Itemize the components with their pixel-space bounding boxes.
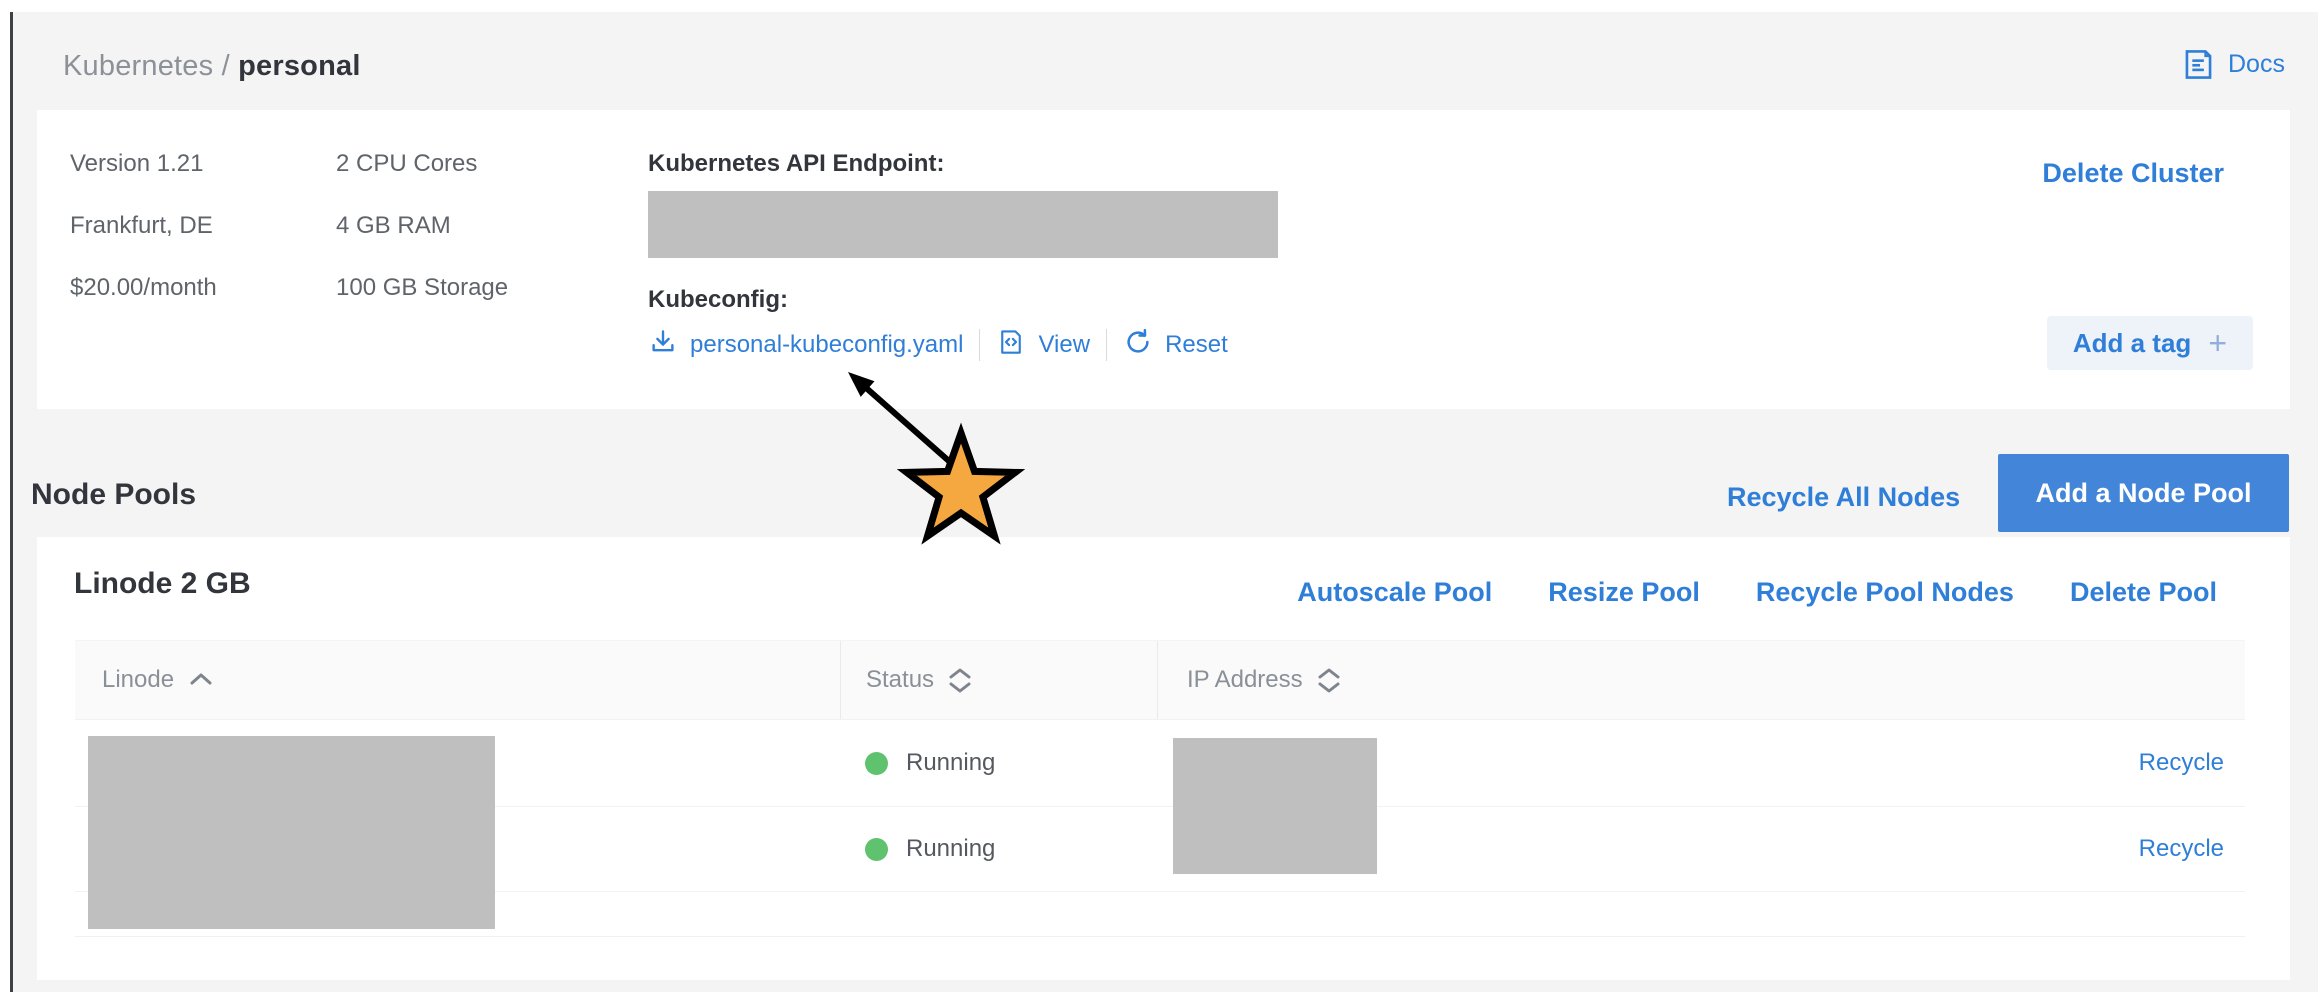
plus-icon: + [2208, 325, 2227, 361]
breadcrumb: Kubernetes / personal [63, 50, 361, 83]
divider [1106, 329, 1108, 361]
recycle-pool-nodes-button[interactable]: Recycle Pool Nodes [1755, 577, 2014, 607]
breadcrumb-current: personal [238, 50, 361, 82]
view-code-icon [996, 327, 1026, 364]
add-tag-label: Add a tag [2072, 327, 2192, 358]
table-footer-row [75, 891, 2245, 937]
recycle-all-nodes-button[interactable]: Recycle All Nodes [1727, 482, 1961, 512]
cluster-price: $20.00/month [70, 274, 217, 301]
column-header-ip-address[interactable]: IP Address [1157, 641, 2245, 719]
status-cell: Running [840, 835, 1157, 863]
cluster-summary-card: Version 1.21 Frankfurt, DE $20.00/month … [37, 110, 2290, 409]
recycle-node-button[interactable]: Recycle [2138, 835, 2224, 862]
api-endpoint-label: Kubernetes API Endpoint: [648, 150, 945, 177]
view-label: View [1038, 331, 1091, 358]
delete-pool-button[interactable]: Delete Pool [2069, 577, 2217, 607]
divider [979, 329, 981, 361]
kubeconfig-download-link[interactable]: personal-kubeconfig.yaml [648, 327, 963, 364]
column-header-status[interactable]: Status [840, 641, 1157, 719]
status-cell: Running [840, 749, 1157, 777]
column-label: Linode [102, 666, 175, 693]
add-tag-button[interactable]: Add a tag + [2046, 316, 2253, 370]
breadcrumb-separator: / [213, 50, 239, 82]
cluster-ram: 4 GB RAM [336, 212, 451, 239]
delete-cluster-button[interactable]: Delete Cluster [2042, 158, 2224, 188]
status-label: Running [906, 749, 996, 776]
kubeconfig-label: Kubeconfig: [648, 286, 788, 313]
sort-both-icon [1317, 668, 1341, 693]
cluster-storage: 100 GB Storage [336, 274, 509, 301]
sort-both-icon [948, 668, 972, 693]
kubeconfig-actions-row: personal-kubeconfig.yaml View [648, 327, 1278, 363]
ip-addresses-redacted-block [1173, 738, 1377, 874]
sort-asc-icon [188, 666, 214, 694]
cluster-region: Frankfurt, DE [70, 212, 213, 239]
cluster-version: Version 1.21 [70, 150, 204, 177]
table-row: Running Recycle [75, 806, 2245, 891]
api-endpoint-redacted-value [648, 191, 1278, 258]
linode-names-redacted-block [88, 736, 495, 929]
table-row: Running Recycle [75, 719, 2245, 806]
status-running-dot [865, 751, 888, 775]
docs-icon [2180, 46, 2217, 83]
reset-icon [1123, 327, 1153, 364]
sidebar-edge-divider [10, 12, 13, 992]
cluster-specs-column-2: 2 CPU Cores 4 GB RAM 100 GB Storage [336, 152, 508, 300]
cluster-endpoint-block: Kubernetes API Endpoint: Kubeconfig: per… [648, 152, 1278, 363]
docs-link[interactable]: Docs [2180, 46, 2285, 83]
add-node-pool-button[interactable]: Add a Node Pool [1998, 454, 2289, 532]
reset-label: Reset [1165, 331, 1228, 358]
status-label: Running [906, 835, 996, 862]
pool-name: Linode 2 GB [74, 567, 251, 600]
kubeconfig-reset-link[interactable]: Reset [1123, 327, 1228, 364]
status-running-dot [865, 837, 888, 861]
table-header-row: Linode Status IP Address [75, 640, 2245, 719]
recycle-node-button[interactable]: Recycle [2138, 749, 2224, 776]
autoscale-pool-button[interactable]: Autoscale Pool [1297, 577, 1493, 607]
kubeconfig-view-link[interactable]: View [996, 327, 1090, 364]
cluster-specs-column-1: Version 1.21 Frankfurt, DE $20.00/month [70, 152, 217, 300]
node-pool-card: Linode 2 GB Autoscale Pool Resize Pool R… [37, 537, 2290, 980]
pool-actions: Autoscale Pool Resize Pool Recycle Pool … [1297, 577, 2217, 608]
cluster-cpu: 2 CPU Cores [336, 150, 478, 177]
node-pools-heading: Node Pools [31, 478, 197, 511]
kubeconfig-file-name: personal-kubeconfig.yaml [690, 331, 964, 358]
column-header-linode[interactable]: Linode [75, 641, 840, 719]
resize-pool-button[interactable]: Resize Pool [1548, 577, 1700, 607]
nodes-table: Linode Status IP Address [75, 640, 2245, 937]
breadcrumb-section[interactable]: Kubernetes [63, 50, 214, 82]
column-label: IP Address [1187, 666, 1303, 693]
column-label: Status [866, 666, 935, 693]
docs-label: Docs [2228, 50, 2285, 78]
download-icon [648, 327, 678, 364]
